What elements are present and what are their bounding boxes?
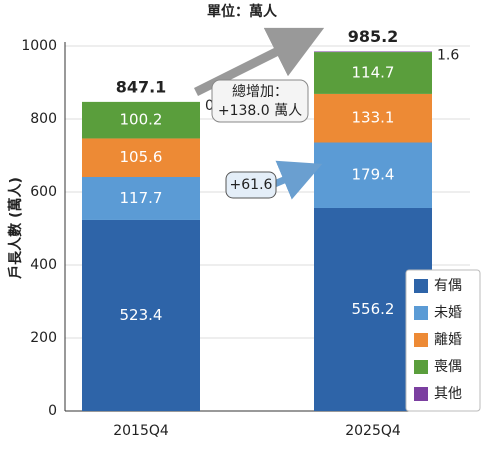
legend-swatch xyxy=(414,279,428,293)
bar-segment xyxy=(82,101,200,139)
y-tick-label: 0 xyxy=(48,403,57,419)
value-label: 100.2 xyxy=(120,111,163,129)
legend-swatch xyxy=(414,360,428,374)
y-tick-label: 600 xyxy=(30,184,57,200)
value-label: 523.4 xyxy=(120,306,163,324)
bar-segment xyxy=(82,138,200,177)
value-label: 133.1 xyxy=(352,109,395,127)
bar-segment xyxy=(314,51,432,53)
annotation: +61.6 xyxy=(230,177,273,193)
value-label: 179.4 xyxy=(352,166,395,184)
change-arrow xyxy=(270,160,323,200)
legend-label: 離婚 xyxy=(434,331,462,348)
value-label: 117.7 xyxy=(120,189,163,207)
legend-label: 有偶 xyxy=(434,278,462,294)
total-label: 985.2 xyxy=(348,27,399,46)
legend-label: 喪偶 xyxy=(434,359,462,375)
x-tick-label: 2015Q4 xyxy=(113,423,169,439)
value-label: 1.6 xyxy=(437,47,459,63)
value-label: 556.2 xyxy=(352,300,395,318)
annotation: 總增加： xyxy=(232,83,288,100)
y-tick-label: 800 xyxy=(30,111,57,127)
legend-swatch xyxy=(414,306,428,320)
y-tick-label: 400 xyxy=(30,257,57,273)
annotation-box xyxy=(225,171,277,199)
bar-segment xyxy=(314,52,432,94)
legend-label: 未婚 xyxy=(434,305,462,321)
legend-label: 其他 xyxy=(434,386,462,402)
y-axis-label: 戶長人數 (萬人) xyxy=(7,177,24,279)
bar-segment xyxy=(314,142,432,208)
bar-segment xyxy=(82,219,200,411)
legend-swatch xyxy=(414,333,428,347)
y-tick-label: 200 xyxy=(30,330,57,346)
total-label: 847.1 xyxy=(116,77,167,96)
legend-box xyxy=(405,269,481,412)
chart-title: 單位：萬人 xyxy=(207,3,278,20)
value-label: 105.6 xyxy=(120,148,163,166)
annotation-box xyxy=(211,79,309,123)
legend-swatch xyxy=(414,387,428,401)
value-label: 114.7 xyxy=(352,63,395,81)
y-tick-label: 1000 xyxy=(21,38,57,54)
annotation: +138.0 萬人 xyxy=(218,103,302,119)
bar-segment xyxy=(314,93,432,143)
x-tick-label: 2025Q4 xyxy=(345,423,401,439)
bar-segment xyxy=(82,176,200,220)
